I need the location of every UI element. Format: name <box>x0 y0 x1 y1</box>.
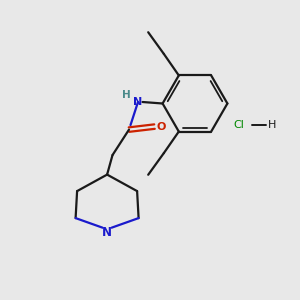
Text: N: N <box>102 226 112 239</box>
Text: H: H <box>122 90 131 100</box>
Text: H: H <box>268 119 276 130</box>
Text: N: N <box>134 97 142 107</box>
Text: Cl: Cl <box>234 119 244 130</box>
Text: O: O <box>156 122 166 132</box>
